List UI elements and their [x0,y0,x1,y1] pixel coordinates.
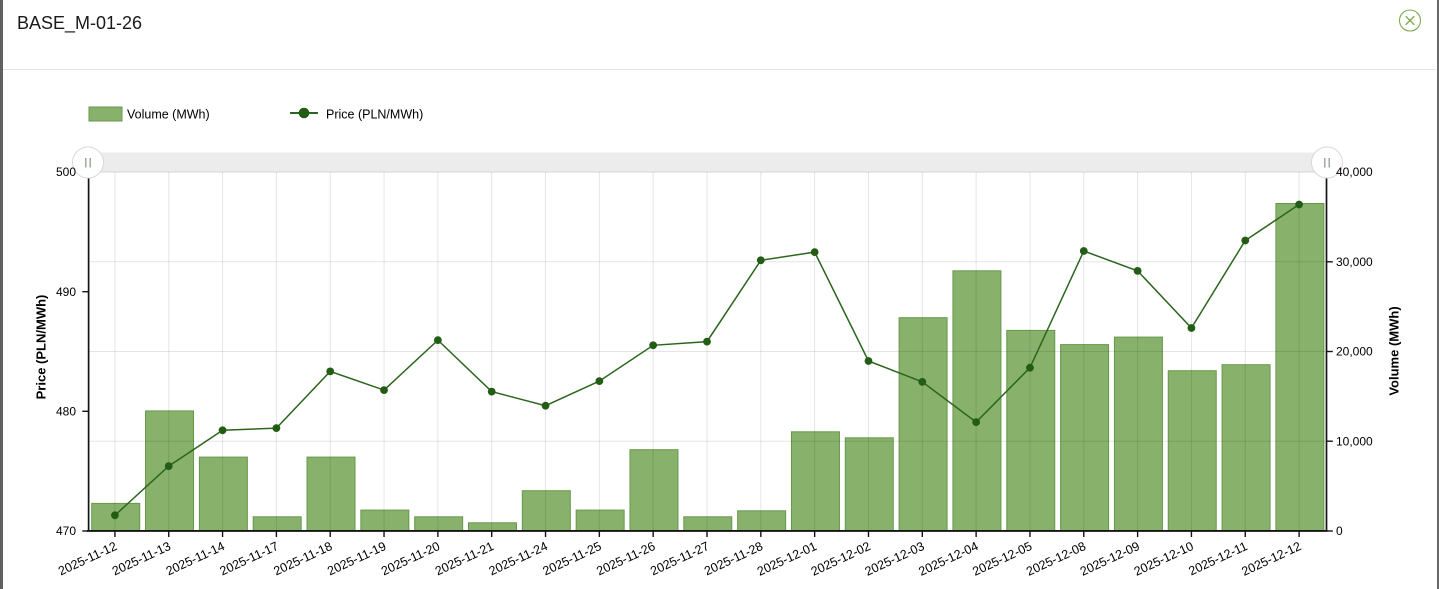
svg-text:2025-11-28: 2025-11-28 [702,539,765,578]
svg-text:2025-12-05: 2025-12-05 [970,539,1034,579]
svg-text:2025-11-24: 2025-11-24 [487,539,550,578]
svg-text:0: 0 [1336,524,1343,538]
svg-text:2025-11-12: 2025-11-12 [56,539,119,578]
svg-text:2025-11-13: 2025-11-13 [110,539,173,578]
svg-text:2025-12-08: 2025-12-08 [1024,539,1088,579]
svg-text:Price (PLN/MWh): Price (PLN/MWh) [326,108,423,122]
svg-text:2025-12-10: 2025-12-10 [1132,539,1196,579]
svg-text:10,000: 10,000 [1336,434,1373,448]
svg-text:40,000: 40,000 [1336,165,1373,179]
svg-text:490: 490 [56,285,76,299]
svg-text:2025-11-27: 2025-11-27 [648,539,711,578]
svg-text:2025-12-03: 2025-12-03 [863,539,927,579]
svg-text:Price (PLN/MWh): Price (PLN/MWh) [34,295,49,400]
svg-text:2025-12-09: 2025-12-09 [1078,539,1142,579]
svg-text:20,000: 20,000 [1336,345,1373,359]
svg-text:2025-11-20: 2025-11-20 [379,539,442,578]
svg-text:2025-12-02: 2025-12-02 [809,539,873,579]
svg-text:2025-12-04: 2025-12-04 [917,539,981,579]
svg-text:2025-11-26: 2025-11-26 [594,539,657,578]
svg-text:480: 480 [56,405,76,419]
svg-text:30,000: 30,000 [1336,255,1373,269]
svg-text:2025-12-12: 2025-12-12 [1239,539,1303,579]
svg-text:2025-12-11: 2025-12-11 [1186,539,1249,578]
svg-text:2025-11-18: 2025-11-18 [271,539,334,578]
svg-text:470: 470 [56,524,76,538]
svg-text:500: 500 [56,165,76,179]
svg-text:2025-11-17: 2025-11-17 [218,539,281,578]
svg-text:2025-12-01: 2025-12-01 [755,539,819,579]
svg-text:2025-11-19: 2025-11-19 [325,539,388,578]
svg-text:2025-11-25: 2025-11-25 [541,539,604,578]
svg-text:Volume (MWh): Volume (MWh) [1387,306,1402,395]
svg-text:Volume (MWh): Volume (MWh) [127,108,210,122]
svg-text:2025-11-21: 2025-11-21 [433,539,496,578]
svg-text:2025-11-14: 2025-11-14 [164,539,227,578]
